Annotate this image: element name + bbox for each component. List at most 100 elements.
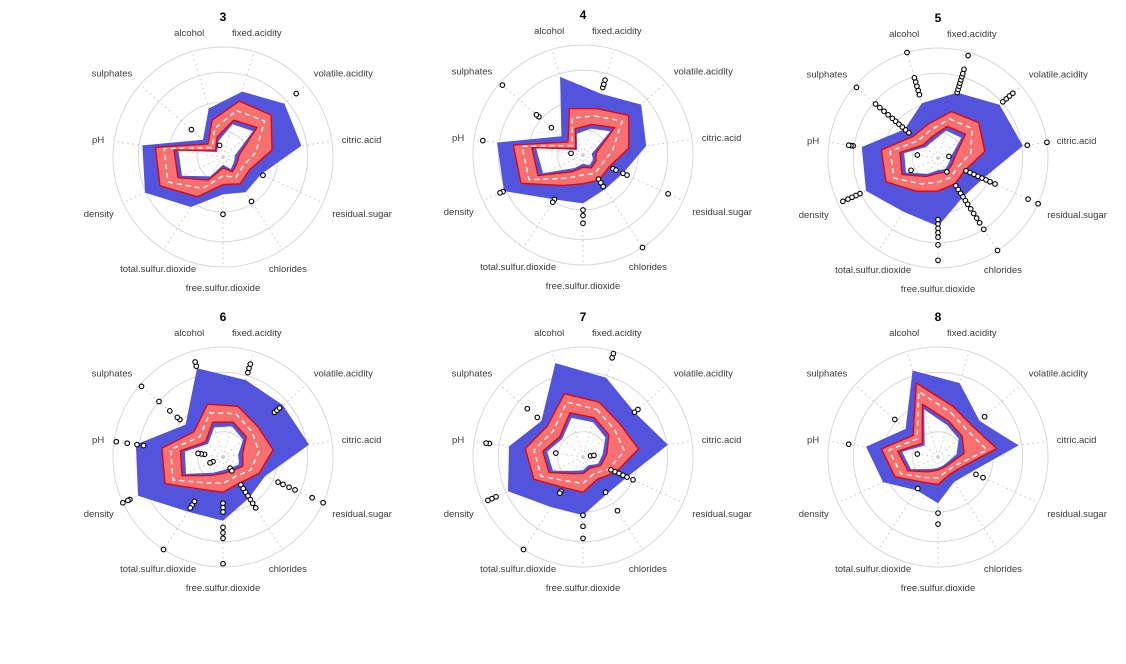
outlier-point: [260, 172, 266, 179]
iqr-band: [154, 100, 273, 198]
outlier-point: [252, 505, 259, 511]
outlier-point: [935, 242, 941, 248]
outlier-point: [613, 167, 619, 173]
outlier-point: [195, 450, 201, 457]
outlier-point: [965, 52, 971, 59]
axis-label-pH: pH: [452, 435, 464, 446]
panel-title: 8: [935, 310, 942, 324]
outlier-point: [992, 181, 998, 187]
outlier-points: [113, 359, 326, 567]
radar-chart: fixed.acidity volatile.acidity citric.acid…: [799, 11, 1107, 295]
outlier-point: [124, 440, 131, 447]
axis-label-density: density: [84, 509, 114, 520]
outlier-point: [276, 405, 283, 411]
axis-label-pH: pH: [92, 135, 104, 146]
outlier-point: [635, 406, 641, 413]
axis-label-free.sulfur.dioxide: free.sulfur.dioxide: [546, 583, 620, 594]
axis-label-citric.acid: citric.acid: [702, 133, 742, 144]
outlier-point: [548, 124, 555, 131]
axis-label-citric.acid: citric.acid: [1057, 136, 1097, 147]
radar-chart: fixed.acidity volatile.acidity citric.acid…: [84, 10, 392, 294]
outlier-point: [113, 438, 120, 445]
outlier-point: [665, 190, 671, 197]
axis-labels: fixed.acidity volatile.acidity citric.acid…: [84, 28, 392, 294]
axis-label-pH: pH: [807, 136, 819, 147]
axis-label-alcohol: alcohol: [889, 328, 919, 339]
axis-label-chlorides: chlorides: [629, 564, 667, 575]
axis-label-alcohol: alcohol: [534, 328, 564, 339]
outlier-point: [220, 535, 226, 542]
axis-label-density: density: [799, 509, 829, 520]
outlier-point: [964, 201, 971, 208]
outlier-point: [556, 490, 563, 496]
outlier-point: [580, 220, 586, 227]
axis-label-density: density: [444, 207, 474, 218]
axis-label-sulphates: sulphates: [807, 69, 848, 80]
outlier-point: [976, 219, 983, 226]
axis-label-pH: pH: [92, 435, 104, 446]
outlier-point: [220, 509, 226, 515]
iqr-band: [512, 107, 630, 187]
axis-label-chlorides: chlorides: [984, 265, 1022, 276]
outlier-point: [602, 77, 608, 83]
axis-label-density: density: [84, 209, 114, 220]
axis-label-sulphates: sulphates: [807, 368, 848, 379]
outlier-point: [580, 512, 586, 519]
outlier-point: [624, 474, 630, 480]
outlier-point: [166, 408, 173, 414]
axis-labels: fixed.acidity volatile.acidity citric.acid…: [799, 328, 1107, 594]
outlier-point: [292, 487, 298, 493]
panel-title: 4: [580, 8, 587, 22]
outlier-point: [1024, 142, 1031, 149]
axis-label-volatile.acidity: volatile.acidity: [314, 68, 373, 79]
outlier-point: [280, 481, 286, 488]
axis-label-sulphates: sulphates: [452, 368, 493, 379]
axis-label-residual.sugar: residual.sugar: [332, 509, 392, 520]
median-line: [163, 109, 266, 190]
axis-label-fixed.acidity: fixed.acidity: [592, 26, 642, 37]
iqr-band: [161, 403, 274, 493]
outlier-point: [220, 560, 226, 567]
outlier-point: [483, 440, 489, 446]
outlier-point: [1044, 139, 1050, 146]
outlier-points: [479, 77, 671, 251]
panel-title: 6: [220, 310, 227, 324]
outlier-point: [220, 524, 226, 531]
axis-label-volatile.acidity: volatile.acidity: [314, 368, 373, 379]
outlier-point: [944, 169, 950, 175]
outlier-point: [580, 535, 586, 542]
outlier-points: [840, 49, 1050, 264]
whisker-band: [866, 370, 1019, 504]
outlier-point: [973, 471, 979, 478]
axis-label-volatile.acidity: volatile.acidity: [1029, 368, 1088, 379]
outlier-point: [580, 523, 586, 530]
panel-title: 3: [220, 10, 227, 24]
radar-chart: fixed.acidity volatile.acidity citric.acid…: [444, 8, 752, 292]
outlier-point: [220, 211, 226, 218]
outlier-point: [600, 183, 607, 190]
outlier-point: [610, 350, 617, 357]
outlier-point: [320, 499, 326, 506]
outlier-point: [967, 206, 974, 212]
outlier-point: [987, 178, 993, 185]
radar-chart: fixed.acidity volatile.acidity citric.acid…: [444, 310, 752, 594]
median-line: [521, 115, 623, 181]
outlier-point: [961, 66, 967, 73]
radar-panel-quality-3: fixed.acidity volatile.acidity citric.acid…: [43, 7, 403, 307]
axis-label-fixed.acidity: fixed.acidity: [232, 328, 282, 339]
axis-label-chlorides: chlorides: [629, 262, 667, 273]
axis-label-fixed.acidity: fixed.acidity: [947, 328, 997, 339]
axis-label-pH: pH: [452, 133, 464, 144]
radar-panel-quality-8: fixed.acidity volatile.acidity citric.acid…: [758, 307, 1118, 607]
radar-chart: fixed.acidity volatile.acidity citric.acid…: [84, 310, 392, 594]
radar-chart: fixed.acidity volatile.acidity citric.acid…: [799, 310, 1107, 594]
axis-label-volatile.acidity: volatile.acidity: [674, 66, 733, 77]
axis-label-chlorides: chlorides: [269, 264, 307, 275]
outlier-point: [275, 479, 281, 485]
outlier-points: [845, 413, 988, 527]
outlier-point: [845, 441, 852, 448]
axis-label-density: density: [444, 509, 474, 520]
axis-label-fixed.acidity: fixed.acidity: [947, 29, 997, 40]
axis-label-free.sulfur.dioxide: free.sulfur.dioxide: [546, 281, 620, 292]
axis-label-density: density: [799, 210, 829, 221]
